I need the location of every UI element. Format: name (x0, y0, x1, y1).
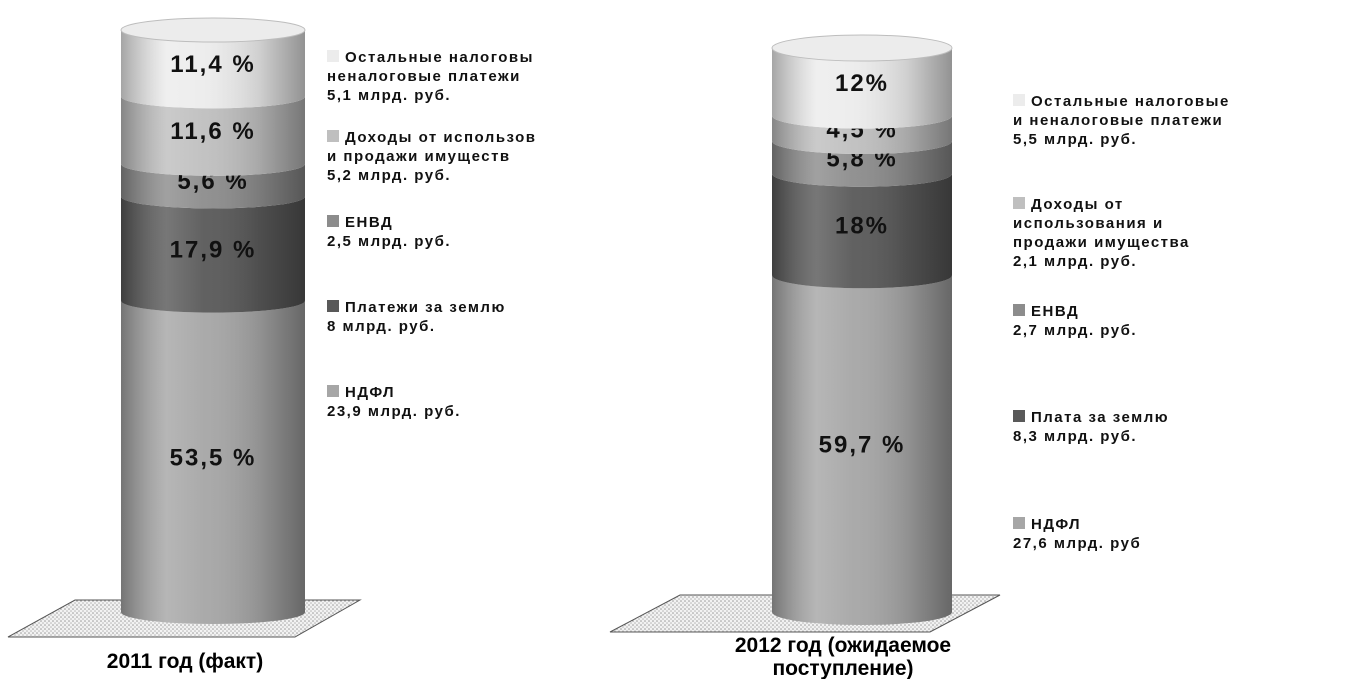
legend-2011: Остальные налоговы неналоговые платежи 5,1… (327, 48, 609, 483)
segment-shading (121, 300, 305, 624)
data-label: 18% (835, 213, 889, 240)
legend-swatch (1013, 410, 1025, 422)
legend-swatch (1013, 197, 1025, 209)
legend-swatch (327, 300, 339, 312)
legend-value: 23,9 млрд. руб. (327, 403, 461, 420)
legend-label: НДФЛ (1013, 515, 1141, 534)
legend-value: 5,1 млрд. руб. (327, 87, 452, 104)
segment-shading (772, 141, 952, 187)
legend-label: использования и (1013, 215, 1164, 232)
legend-value: 2,5 млрд. руб. (327, 233, 452, 250)
legend-label: Доходы от (1013, 195, 1190, 214)
legend-swatch (1013, 304, 1025, 316)
segment-shading (121, 30, 305, 109)
legend-item: НДФЛ 23,9 млрд. руб. (327, 383, 461, 421)
legend-item: Остальные налоговы неналоговые платежи 5,1… (327, 48, 534, 105)
legend-item: Плата за землю 8,3 млрд. руб. (1013, 408, 1169, 446)
legend-label: Платежи за землю (327, 298, 506, 317)
legend-item: Остальные налоговые и неналоговые платежи… (1013, 92, 1230, 149)
legend-swatch (1013, 517, 1025, 529)
legend-value: 8,3 млрд. руб. (1013, 428, 1138, 445)
legend-label: и неналоговые платежи (1013, 112, 1224, 129)
legend-label: неналоговые платежи (327, 68, 521, 85)
cylinder-chart-2012: 59,7 %18%5,8 %4,5 %12%2012 год (ожидаемо… (609, 34, 1001, 679)
legend-item: НДФЛ 27,6 млрд. руб (1013, 515, 1141, 553)
legend-label: Доходы от использов (327, 128, 537, 147)
legend-value: 8 млрд. руб. (327, 318, 436, 335)
legend-value: 5,5 млрд. руб. (1013, 131, 1138, 148)
legend-swatch (327, 50, 339, 62)
cylinder-top (771, 34, 953, 62)
legend-label: и продажи имуществ (327, 148, 511, 165)
legend-swatch (1013, 94, 1025, 106)
data-label: 11,6 % (170, 118, 255, 145)
category-label: поступление) (772, 657, 913, 679)
segment-shading (121, 163, 305, 209)
legend-label: ЕНВД (327, 213, 451, 232)
legend-item: ЕНВД 2,5 млрд. руб. (327, 213, 451, 251)
data-label: 11,4 % (170, 51, 255, 78)
legend-label: НДФЛ (327, 383, 461, 402)
legend-swatch (327, 130, 339, 142)
legend-swatch (327, 215, 339, 227)
segment-shading (121, 96, 305, 176)
segment-shading (772, 115, 952, 155)
segment-shading (121, 196, 305, 313)
legend-label: Остальные налоговы (327, 48, 534, 67)
cylinder-chart-2011: 53,5 %17,9 %5,6 %11,6 %11,4 %2011 год (ф… (7, 17, 362, 673)
legend-label: продажи имущества (1013, 234, 1190, 251)
legend-item: Доходы от использования и продажи имуществ… (1013, 195, 1190, 271)
cylinder-top (120, 17, 306, 43)
legend-swatch (327, 385, 339, 397)
category-label: 2011 год (факт) (107, 650, 263, 673)
category-label: 2012 год (ожидаемое (735, 634, 951, 657)
segment-shading (772, 275, 952, 625)
legend-value: 5,2 млрд. руб. (327, 167, 452, 184)
data-label: 53,5 % (170, 444, 257, 471)
segment-shading (772, 48, 952, 129)
legend-label: Остальные налоговые (1013, 92, 1230, 111)
legend-item: Доходы от использов и продажи имуществ 5,2… (327, 128, 537, 185)
legend-item: ЕНВД 2,7 млрд. руб. (1013, 302, 1137, 340)
data-label: 12% (835, 70, 889, 97)
legend-value: 2,7 млрд. руб. (1013, 322, 1138, 339)
data-label: 59,7 % (819, 432, 906, 459)
legend-label: Плата за землю (1013, 408, 1169, 427)
legend-value: 2,1 млрд. руб. (1013, 253, 1138, 270)
data-label: 17,9 % (170, 237, 257, 264)
legend-label: ЕНВД (1013, 302, 1137, 321)
legend-2012: Остальные налоговые и неналоговые платежи… (1013, 92, 1358, 615)
segment-shading (772, 173, 952, 289)
legend-value: 27,6 млрд. руб (1013, 535, 1142, 552)
legend-item: Платежи за землю 8 млрд. руб. (327, 298, 506, 336)
